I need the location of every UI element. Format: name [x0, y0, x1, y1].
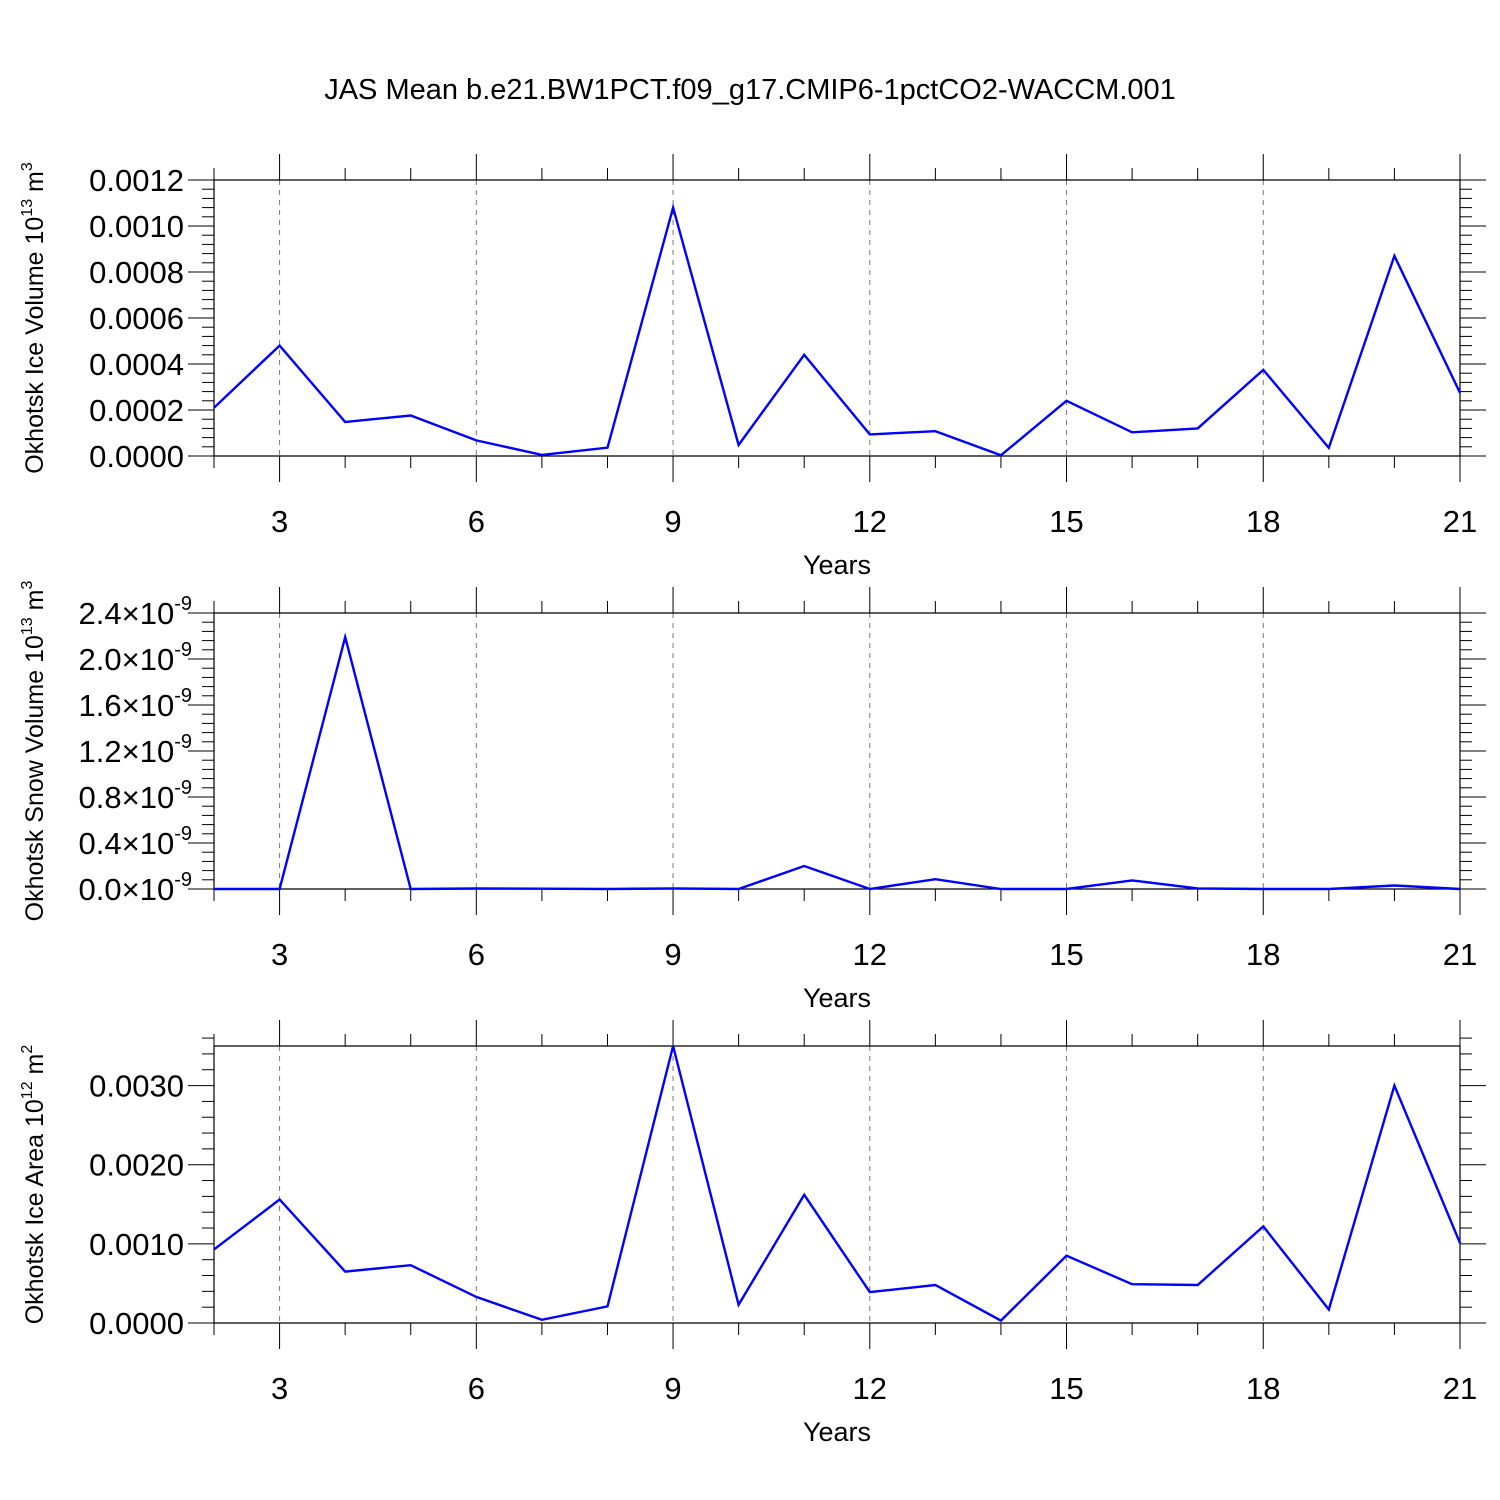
- x-tick-label: 12: [853, 504, 887, 539]
- x-tick-label: 21: [1443, 937, 1477, 972]
- y-tick-label: 2.4×10-9: [79, 593, 193, 631]
- y-tick-label: 0.0004: [89, 347, 184, 382]
- x-tick-label: 3: [271, 937, 288, 972]
- x-tick-label: 12: [853, 937, 887, 972]
- x-tick-label: 21: [1443, 504, 1477, 539]
- y-tick-label: 0.0000: [89, 439, 184, 474]
- x-axis-label: Years: [803, 1417, 871, 1447]
- y-tick-label: 0.0006: [89, 301, 184, 336]
- series-line: [214, 632, 1461, 891]
- x-tick-label: 18: [1246, 1371, 1280, 1406]
- x-tick-label: 6: [468, 937, 485, 972]
- x-tick-label: 9: [664, 937, 681, 972]
- x-tick-label: 3: [271, 1371, 288, 1406]
- y-tick-label: 0.8×10-9: [79, 777, 193, 815]
- y-axis-label: Okhotsk Snow Volume 1013 m3: [19, 581, 49, 922]
- y-tick-label: 0.4×10-9: [79, 823, 193, 861]
- x-tick-label: 3: [271, 504, 288, 539]
- page-title: JAS Mean b.e21.BW1PCT.f09_g17.CMIP6-1pct…: [324, 74, 1176, 106]
- chart-panel-3: 3 6 9 12 15 18 21 Years 0.0000 0.0010 0.0020 0.0030…: [19, 1020, 1486, 1447]
- y-tick-label: 0.0010: [89, 1227, 184, 1262]
- chart-panel-2: 3 6 9 12 15 18 21 Years 0.0×10-9 0.4×10-9 0.8×10-9…: [19, 581, 1486, 1013]
- x-tick-label: 15: [1049, 937, 1083, 972]
- x-tick-label: 9: [664, 504, 681, 539]
- y-tick-label: 0.0030: [89, 1069, 184, 1104]
- x-axis-label: Years: [803, 550, 871, 580]
- x-tick-label: 18: [1246, 504, 1280, 539]
- y-tick-label: 1.6×10-9: [79, 685, 193, 723]
- y-tick-label: 0.0012: [89, 163, 184, 198]
- y-tick-label: 0.0010: [89, 209, 184, 244]
- y-tick-label: 0.0×10-9: [79, 869, 193, 907]
- x-tick-label: 21: [1443, 1371, 1477, 1406]
- x-tick-label: 6: [468, 1371, 485, 1406]
- chart-panel-1: 3 6 9 12 15 18 21 Years 0.0000 0.0002 0.0004 0.0006…: [19, 154, 1486, 580]
- x-tick-label: 9: [664, 1371, 681, 1406]
- y-tick-label: 0.0008: [89, 255, 184, 290]
- x-tick-label: 15: [1049, 504, 1083, 539]
- x-tick-label: 18: [1246, 937, 1280, 972]
- y-tick-label: 2.0×10-9: [79, 639, 193, 677]
- series-line: [213, 1045, 1462, 1323]
- series-line: [213, 203, 1462, 457]
- x-axis-label: Years: [803, 983, 871, 1013]
- y-tick-label: 0.0002: [89, 393, 184, 428]
- y-axis-label: Okhotsk Ice Area 1012 m2: [19, 1045, 49, 1325]
- x-tick-label: 6: [468, 504, 485, 539]
- y-tick-label: 1.2×10-9: [79, 731, 193, 769]
- y-tick-label: 0.0000: [89, 1306, 184, 1341]
- x-tick-label: 15: [1049, 1371, 1083, 1406]
- y-tick-label: 0.0020: [89, 1148, 184, 1183]
- x-tick-label: 12: [853, 1371, 887, 1406]
- y-axis-label: Okhotsk Ice Volume 1013 m3: [19, 162, 49, 474]
